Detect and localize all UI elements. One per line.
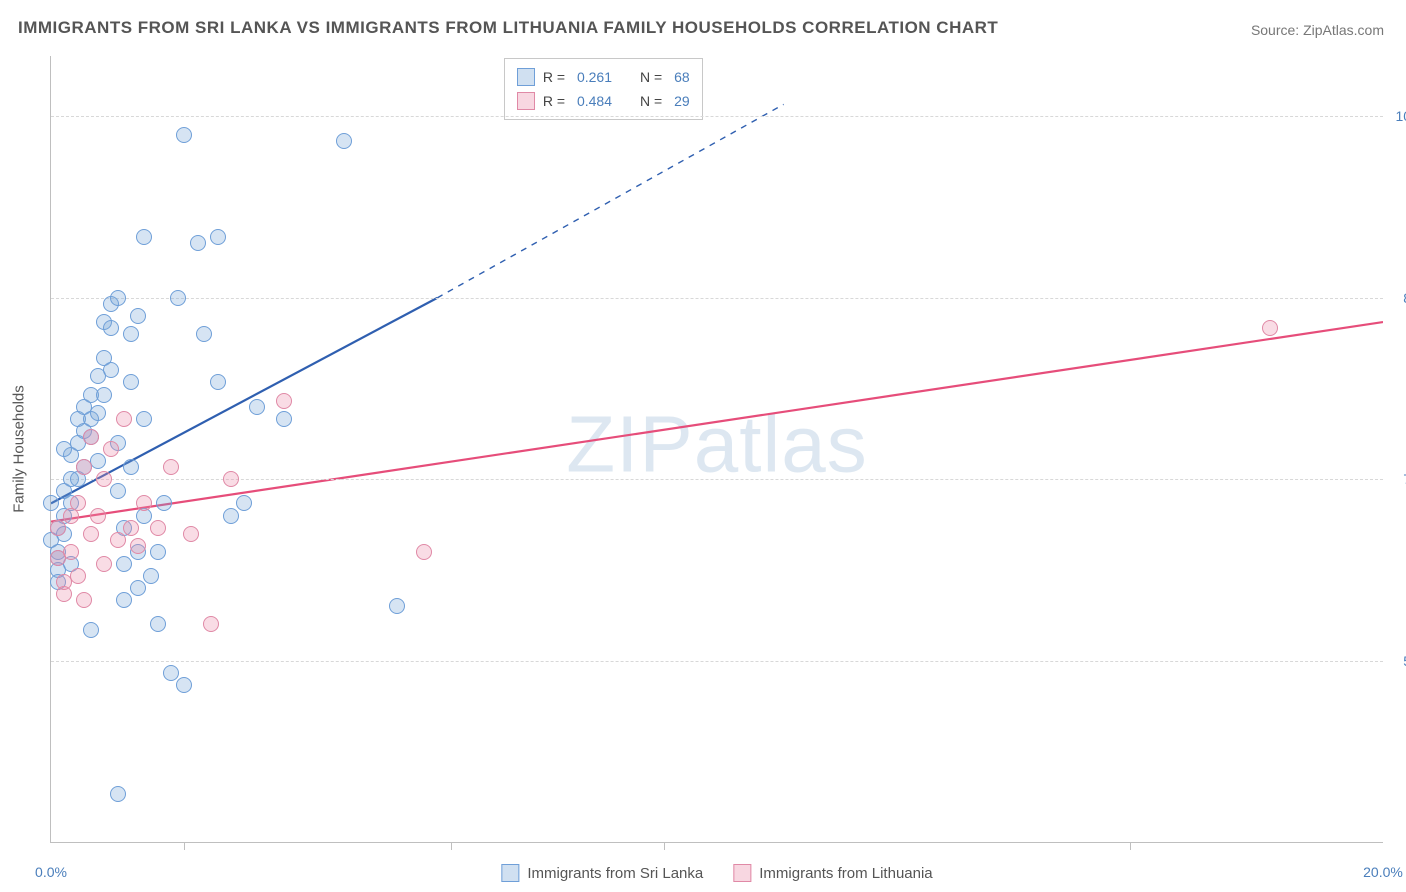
data-point: [90, 508, 106, 524]
gridline: [51, 479, 1383, 480]
legend-swatch: [733, 864, 751, 882]
n-value: 29: [670, 89, 689, 113]
n-label: N =: [640, 89, 662, 113]
data-point: [76, 459, 92, 475]
data-point: [96, 556, 112, 572]
regression-lines: [51, 56, 1383, 842]
data-point: [50, 520, 66, 536]
series-legend: Immigrants from Sri Lanka Immigrants from…: [501, 864, 932, 882]
data-point: [163, 459, 179, 475]
data-point: [249, 399, 265, 415]
x-tick: [664, 842, 665, 850]
gridline: [51, 298, 1383, 299]
data-point: [76, 592, 92, 608]
x-tick: [451, 842, 452, 850]
data-point: [210, 229, 226, 245]
data-point: [190, 235, 206, 251]
legend-item: Immigrants from Lithuania: [733, 864, 932, 882]
data-point: [123, 374, 139, 390]
data-point: [116, 592, 132, 608]
gridline: [51, 661, 1383, 662]
x-tick-label: 20.0%: [1363, 864, 1403, 880]
legend-label: Immigrants from Lithuania: [759, 865, 932, 882]
data-point: [130, 538, 146, 554]
data-point: [150, 520, 166, 536]
plot-area: Family Households ZIPatlas R = 0.261N = …: [50, 56, 1383, 843]
data-point: [96, 471, 112, 487]
x-tick-label: 0.0%: [35, 864, 67, 880]
data-point: [156, 495, 172, 511]
data-point: [110, 290, 126, 306]
data-point: [1262, 320, 1278, 336]
legend-stat-row: R = 0.261 N = 68: [517, 65, 690, 89]
data-point: [110, 483, 126, 499]
data-point: [336, 133, 352, 149]
legend-swatch: [517, 92, 535, 110]
data-point: [83, 622, 99, 638]
data-point: [210, 374, 226, 390]
r-label: R =: [543, 65, 565, 89]
data-point: [123, 459, 139, 475]
r-value: 0.484: [573, 89, 612, 113]
data-point: [70, 495, 86, 511]
data-point: [276, 393, 292, 409]
data-point: [110, 786, 126, 802]
data-point: [276, 411, 292, 427]
legend-label: Immigrants from Sri Lanka: [527, 865, 703, 882]
legend-item: Immigrants from Sri Lanka: [501, 864, 703, 882]
data-point: [56, 441, 72, 457]
watermark: ZIPatlas: [566, 398, 867, 490]
y-tick-label: 100.0%: [1396, 108, 1406, 124]
data-point: [43, 495, 59, 511]
r-value: 0.261: [573, 65, 612, 89]
x-tick: [1130, 842, 1131, 850]
data-point: [130, 580, 146, 596]
data-point: [416, 544, 432, 560]
data-point: [136, 229, 152, 245]
data-point: [236, 495, 252, 511]
data-point: [176, 677, 192, 693]
data-point: [223, 508, 239, 524]
data-point: [123, 520, 139, 536]
data-point: [63, 544, 79, 560]
legend-stat-row: R = 0.484 N = 29: [517, 89, 690, 113]
data-point: [83, 429, 99, 445]
data-point: [136, 411, 152, 427]
data-point: [223, 471, 239, 487]
data-point: [163, 665, 179, 681]
data-point: [123, 326, 139, 342]
data-point: [116, 411, 132, 427]
n-value: 68: [670, 65, 689, 89]
n-label: N =: [640, 65, 662, 89]
data-point: [96, 387, 112, 403]
data-point: [110, 532, 126, 548]
data-point: [90, 405, 106, 421]
data-point: [70, 568, 86, 584]
data-point: [103, 320, 119, 336]
data-point: [150, 616, 166, 632]
data-point: [150, 544, 166, 560]
data-point: [136, 495, 152, 511]
data-point: [183, 526, 199, 542]
r-label: R =: [543, 89, 565, 113]
data-point: [203, 616, 219, 632]
data-point: [170, 290, 186, 306]
data-point: [83, 526, 99, 542]
data-point: [196, 326, 212, 342]
data-point: [103, 362, 119, 378]
x-tick: [184, 842, 185, 850]
data-point: [103, 441, 119, 457]
data-point: [389, 598, 405, 614]
data-point: [130, 308, 146, 324]
chart-title: IMMIGRANTS FROM SRI LANKA VS IMMIGRANTS …: [18, 18, 998, 38]
data-point: [143, 568, 159, 584]
data-point: [116, 556, 132, 572]
y-axis-title: Family Households: [11, 385, 28, 513]
stats-legend-panel: R = 0.261 N = 68 R = 0.484 N = 29: [504, 58, 703, 120]
source-label: Source: ZipAtlas.com: [1251, 22, 1384, 38]
legend-swatch: [501, 864, 519, 882]
gridline: [51, 116, 1383, 117]
data-point: [176, 127, 192, 143]
legend-swatch: [517, 68, 535, 86]
